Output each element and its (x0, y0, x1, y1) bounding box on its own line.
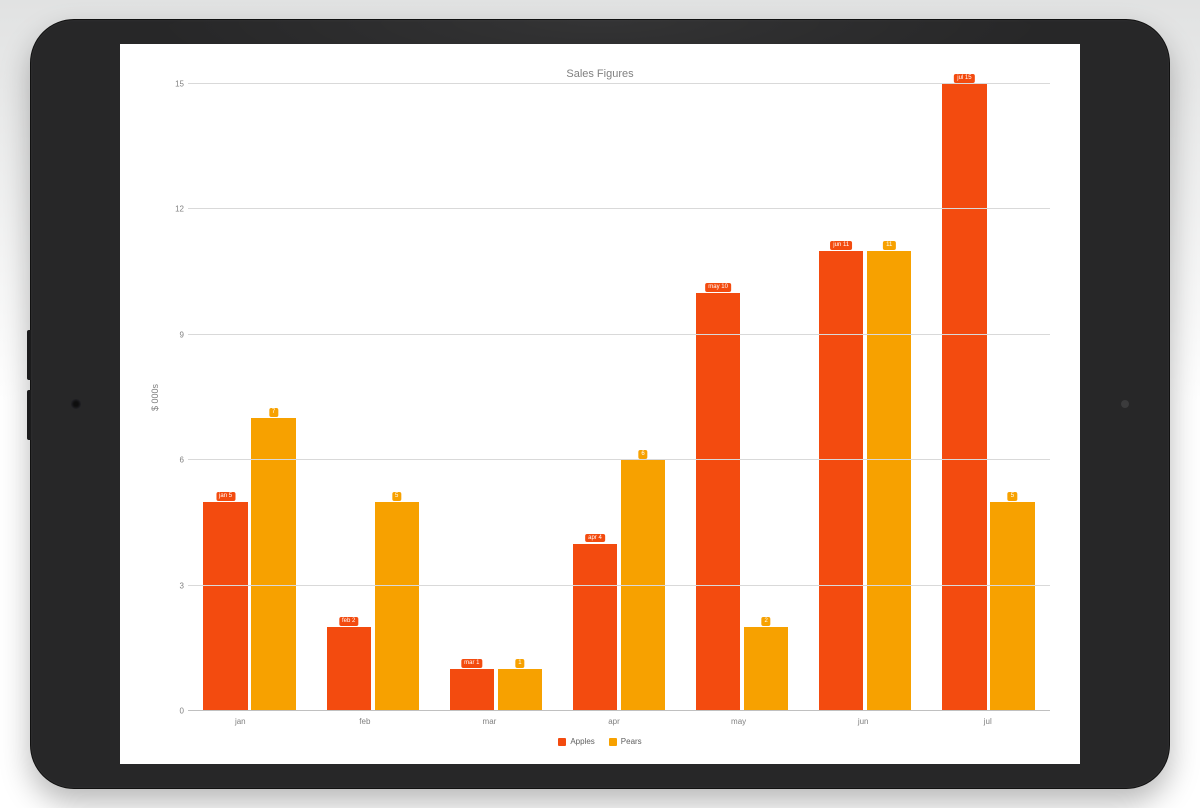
y-axis-label: $ 000s (150, 384, 160, 411)
x-tick-label: mar (427, 711, 552, 731)
bars-layer: jan 57feb 25mar 11apr 46may 102jun 1111j… (188, 84, 1050, 711)
y-tick-label: 0 (180, 707, 184, 716)
sales-chart: Sales Figures $ 000s 03691215 jan 57feb … (120, 44, 1080, 764)
bar-datalabel: jul 15 (954, 74, 974, 83)
gridline (188, 459, 1050, 460)
x-tick-label: may (676, 711, 801, 731)
bar-pears-feb[interactable]: 5 (375, 502, 419, 711)
bar-datalabel: jun 11 (830, 241, 852, 250)
bar-apples-feb[interactable]: feb 2 (327, 627, 371, 711)
bar-datalabel: mar 1 (461, 659, 482, 668)
y-tick-label: 6 (180, 456, 184, 465)
bar-apples-jul[interactable]: jul 15 (942, 84, 986, 711)
bar-apples-jun[interactable]: jun 11 (819, 251, 863, 711)
bar-datalabel: 7 (269, 408, 278, 417)
chart-legend: Apples Pears (150, 737, 1050, 746)
bar-datalabel: may 10 (705, 283, 731, 292)
bar-datalabel: 5 (1008, 492, 1017, 501)
bar-datalabel: 6 (638, 450, 647, 459)
tablet-frame: Sales Figures $ 000s 03691215 jan 57feb … (30, 19, 1170, 789)
bar-pears-jan[interactable]: 7 (251, 418, 295, 711)
home-indicator-dot (1121, 400, 1129, 408)
y-tick-label: 15 (175, 80, 184, 89)
bar-datalabel: apr 4 (585, 534, 605, 543)
x-axis: janfebmaraprmayjunjul (178, 711, 1050, 731)
front-camera (71, 399, 81, 409)
bar-datalabel: 11 (883, 241, 895, 250)
side-button (27, 330, 31, 380)
legend-swatch (558, 738, 566, 746)
x-tick-label: feb (303, 711, 428, 731)
y-tick-label: 3 (180, 581, 184, 590)
bar-apples-jan[interactable]: jan 5 (203, 502, 247, 711)
gridline (188, 83, 1050, 84)
gridline (188, 334, 1050, 335)
bar-datalabel: 1 (515, 659, 524, 668)
bar-apples-may[interactable]: may 10 (696, 293, 740, 711)
chart-body: $ 000s 03691215 jan 57feb 25mar 11apr 46… (150, 84, 1050, 711)
tablet-screen: Sales Figures $ 000s 03691215 jan 57feb … (120, 44, 1080, 764)
legend-label: Pears (621, 737, 642, 746)
bar-pears-jul[interactable]: 5 (990, 502, 1034, 711)
y-axis: 03691215 (162, 84, 188, 711)
plot-area: jan 57feb 25mar 11apr 46may 102jun 1111j… (188, 84, 1050, 711)
x-tick-label: jun (801, 711, 926, 731)
legend-label: Apples (570, 737, 594, 746)
legend-swatch (609, 738, 617, 746)
bar-datalabel: 2 (761, 617, 770, 626)
bar-apples-apr[interactable]: apr 4 (573, 544, 617, 711)
y-tick-label: 12 (175, 205, 184, 214)
bar-datalabel: jan 5 (216, 492, 235, 501)
chart-title: Sales Figures (150, 68, 1050, 80)
bar-datalabel: feb 2 (339, 617, 358, 626)
bar-pears-mar[interactable]: 1 (498, 669, 542, 711)
y-tick-label: 9 (180, 330, 184, 339)
gridline (188, 710, 1050, 711)
x-tick-label: jan (178, 711, 303, 731)
gridline (188, 585, 1050, 586)
bar-pears-jun[interactable]: 11 (867, 251, 911, 711)
bar-pears-may[interactable]: 2 (744, 627, 788, 711)
gridline (188, 208, 1050, 209)
legend-item-pears[interactable]: Pears (609, 737, 642, 746)
x-tick-label: jul (925, 711, 1050, 731)
bar-apples-mar[interactable]: mar 1 (450, 669, 494, 711)
side-button (27, 390, 31, 440)
legend-item-apples[interactable]: Apples (558, 737, 594, 746)
x-tick-label: apr (552, 711, 677, 731)
bar-datalabel: 5 (392, 492, 401, 501)
